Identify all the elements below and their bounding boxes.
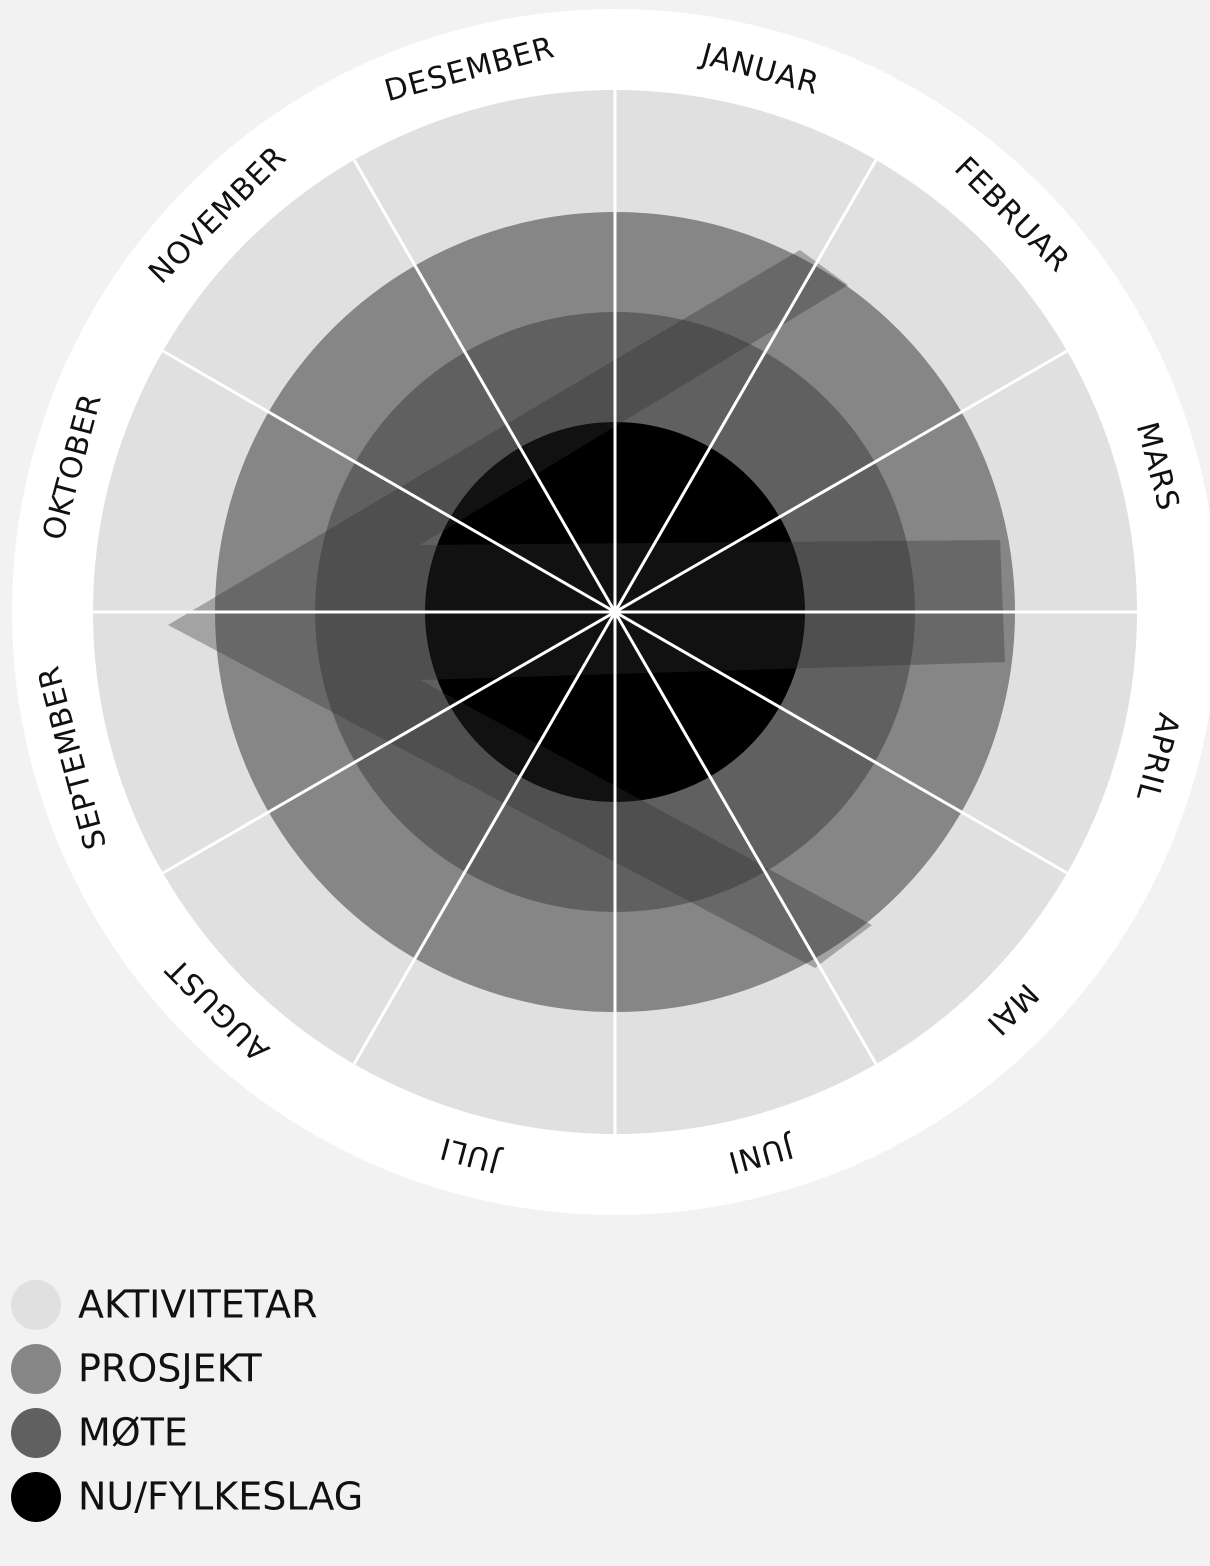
legend-swatch bbox=[11, 1344, 61, 1394]
legend-swatch bbox=[11, 1408, 61, 1458]
legend-label: PROSJEKT bbox=[78, 1347, 263, 1391]
legend-label: AKTIVITETAR bbox=[78, 1283, 317, 1327]
annual-wheel: JANUARFEBRUARMARSAPRILMAIJUNIJULIAUGUSTS… bbox=[0, 0, 1210, 1566]
legend-swatch bbox=[11, 1280, 61, 1330]
legend-swatch bbox=[11, 1472, 61, 1522]
legend-label: MØTE bbox=[78, 1411, 188, 1455]
legend-label: NU/FYLKESLAG bbox=[78, 1475, 363, 1519]
